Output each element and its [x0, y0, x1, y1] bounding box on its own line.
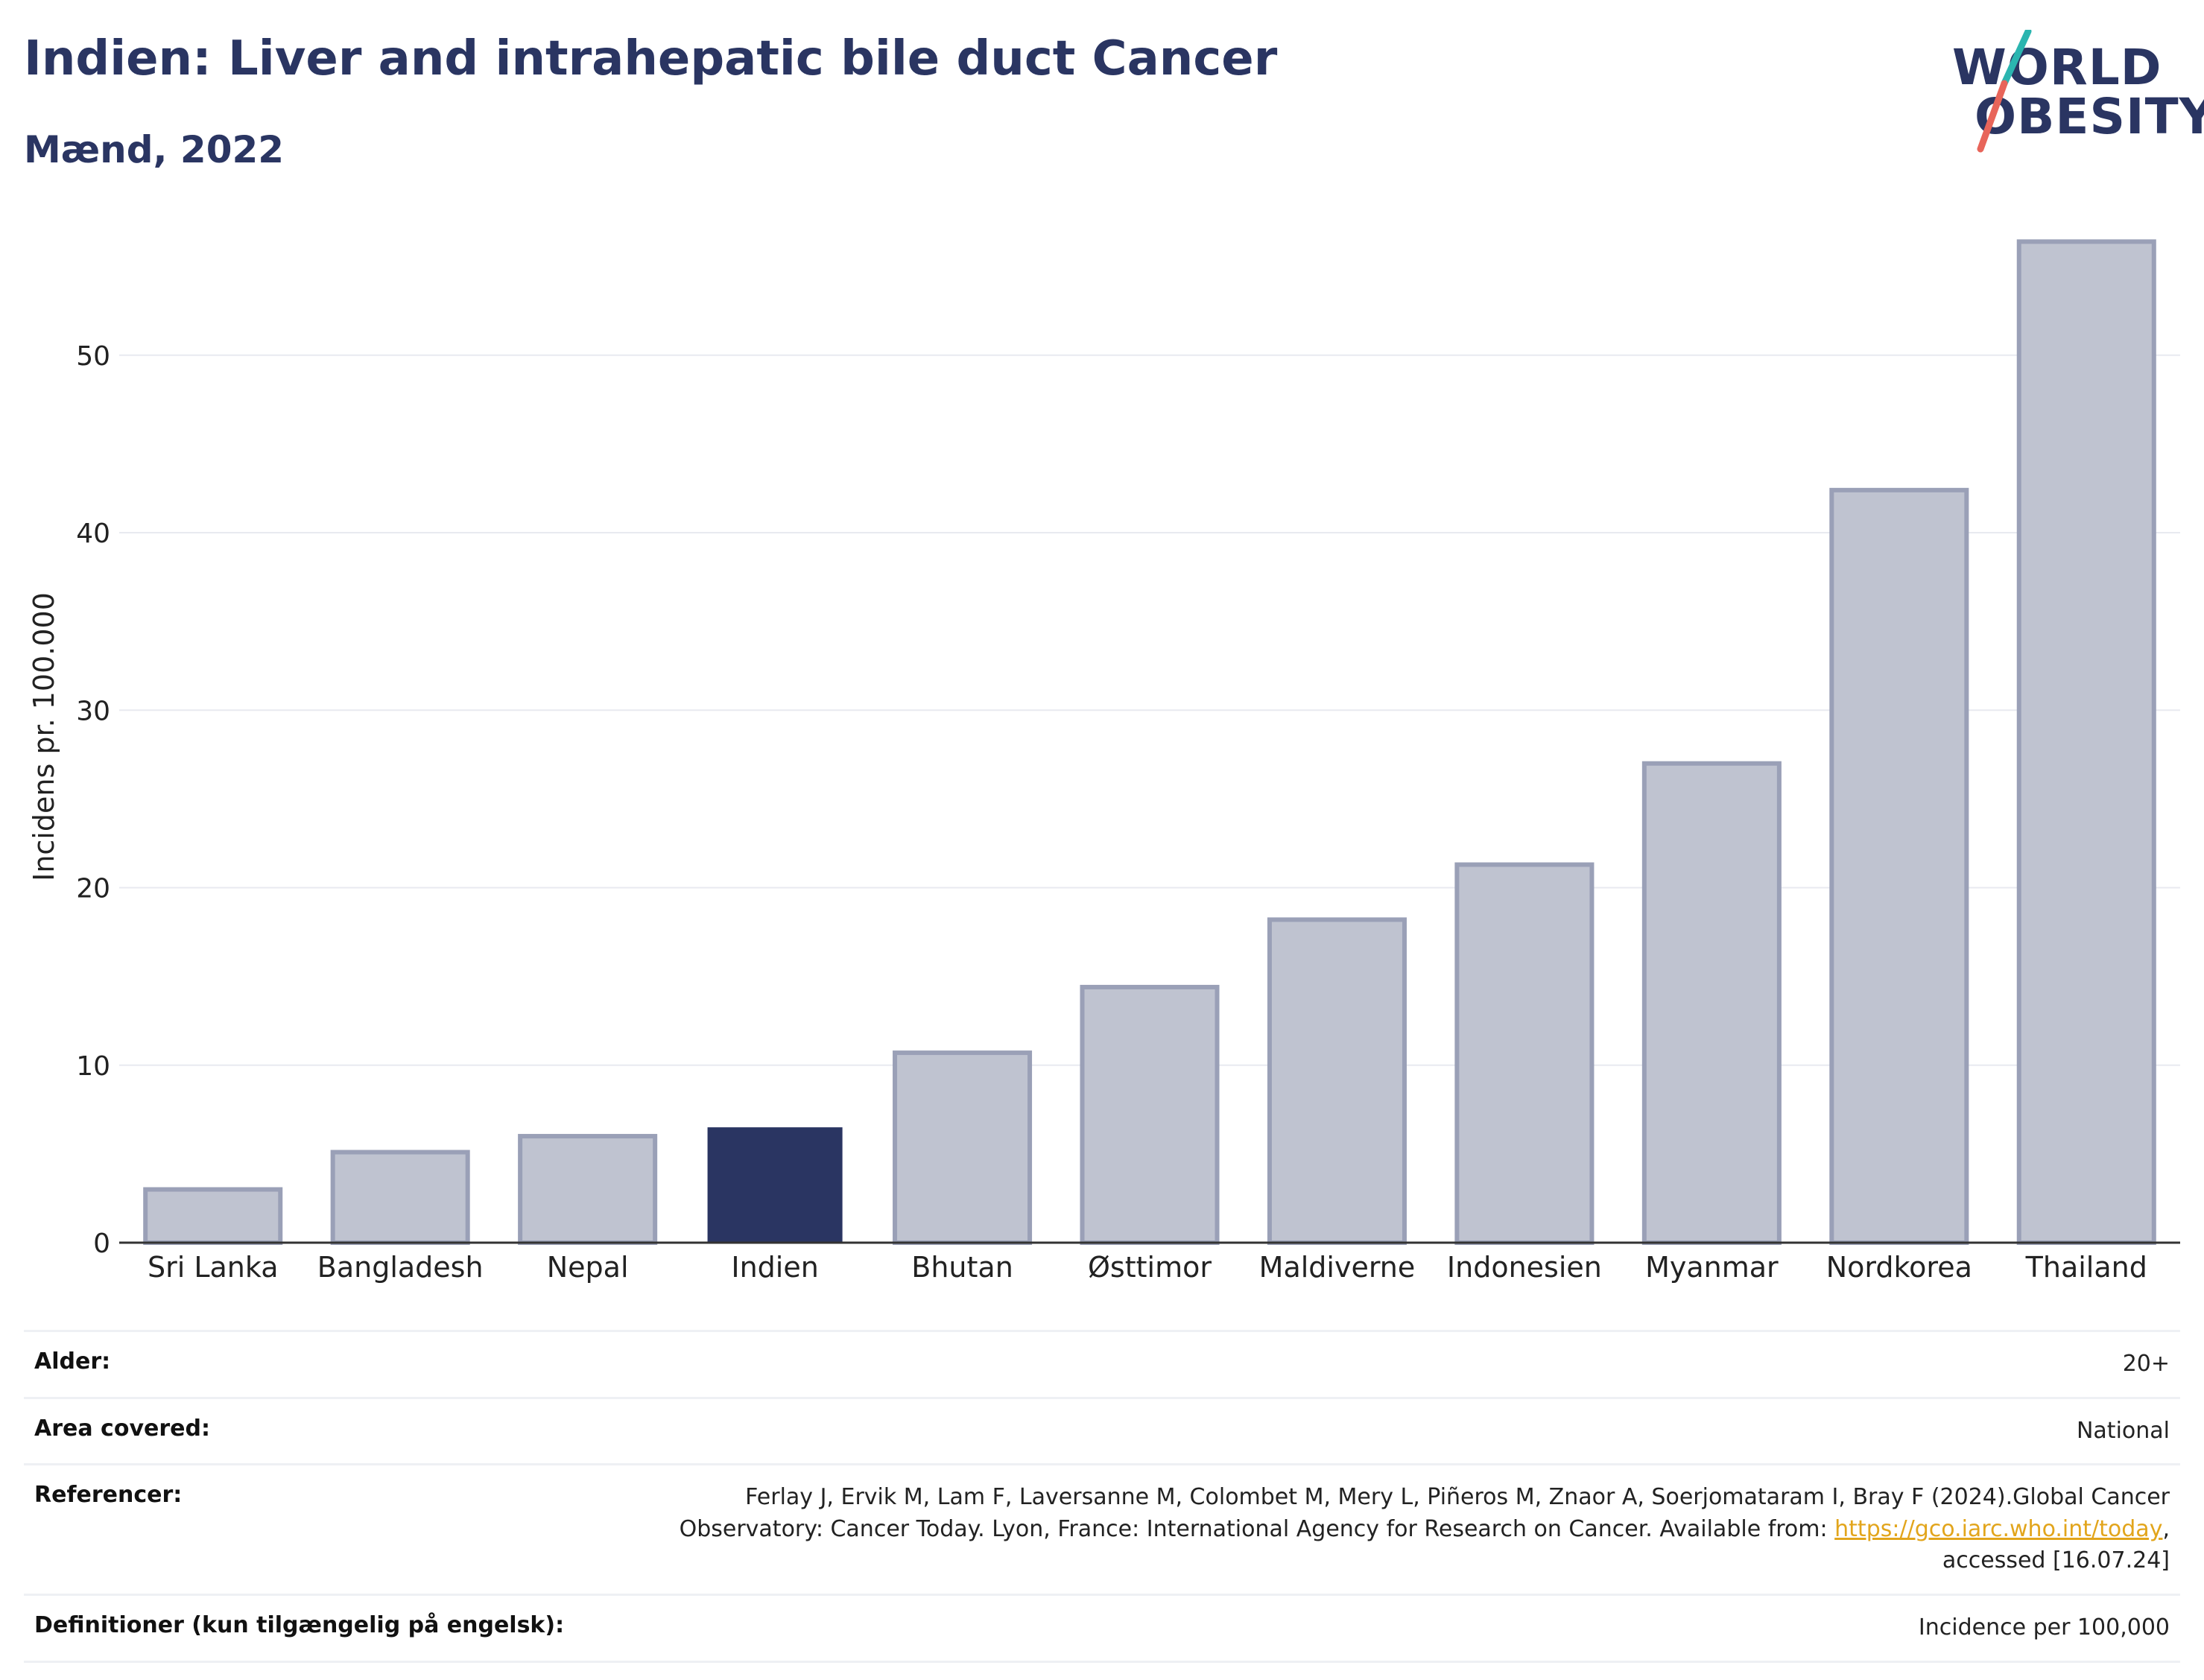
x-tick-label: Nordkorea: [1826, 1251, 1972, 1284]
x-tick-label: Myanmar: [1645, 1251, 1779, 1284]
bar-thailand: [2016, 239, 2156, 1246]
meta-value: National: [2076, 1417, 2170, 1444]
meta-label: Alder:: [34, 1348, 111, 1375]
bar-nordkorea: [1829, 487, 1969, 1245]
meta-label: Definitioner (kun tilgængelig på engelsk…: [34, 1611, 565, 1638]
metadata-table: Alder: 20+ Area covered: National Refere…: [24, 1330, 2180, 1663]
chart-subtitle: Mænd, 2022: [24, 128, 285, 171]
bar-nepal: [518, 1134, 658, 1245]
reference-line-3: accessed [16.07.24]: [1942, 1547, 2170, 1574]
meta-value: Incidence per 100,000: [1918, 1614, 2170, 1641]
x-tick-label: Sri Lanka: [148, 1251, 279, 1284]
y-tick-label: 40: [76, 519, 110, 549]
meta-row-definitions: Definitioner (kun tilgængelig på engelsk…: [24, 1593, 2180, 1663]
x-tick-label: Bangladesh: [317, 1251, 484, 1284]
y-tick-label: 50: [76, 341, 110, 372]
x-tick-label: Maldiverne: [1259, 1251, 1416, 1284]
x-tick-label: Bhutan: [911, 1251, 1013, 1284]
logo-line-1: WORLD: [1952, 39, 2162, 96]
y-tick-label: 0: [93, 1229, 110, 1259]
bar-bangladesh: [330, 1150, 470, 1246]
x-tick-label: Nepal: [547, 1251, 629, 1284]
meta-value: 20+: [2122, 1351, 2170, 1377]
meta-label: Referencer:: [34, 1482, 183, 1509]
reference-line-2-end: ,: [2162, 1515, 2170, 1542]
reference-line-2: Observatory: Cancer Today. Lyon, France:…: [679, 1515, 1835, 1542]
bar-indien: [707, 1127, 843, 1243]
x-tick-label: Thailand: [2025, 1251, 2147, 1284]
reference-line-1: Ferlay J, Ervik M, Lam F, Laversanne M, …: [745, 1484, 2170, 1511]
bar-sri-lanka: [143, 1187, 283, 1246]
meta-row-references: Referencer: Ferlay J, Ervik M, Lam F, La…: [24, 1463, 2180, 1594]
x-tick-label: Indonesien: [1447, 1251, 1602, 1284]
bar-chart: 0 10 20 30 40 50 Sri Lanka Bangladesh Nepal Indie…: [28, 239, 2180, 1284]
reference-link[interactable]: https://gco.iarc.who.int/today: [1834, 1515, 2163, 1542]
y-tick-label: 30: [76, 696, 110, 726]
bar-maldiverne: [1267, 917, 1407, 1245]
meta-row-age: Alder: 20+: [24, 1330, 2180, 1397]
logo-line-2: OBESITY: [1975, 88, 2204, 145]
y-tick-label: 20: [76, 874, 110, 904]
chart-title: Indien: Liver and intrahepatic bile duct…: [24, 31, 1278, 86]
bar-indonesien: [1454, 862, 1595, 1246]
bar-bhutan: [893, 1050, 1033, 1245]
bar-myanmar: [1641, 761, 1782, 1245]
meta-label: Area covered:: [34, 1415, 210, 1442]
x-tick-label: Indien: [731, 1251, 818, 1284]
x-tick-label: Østtimor: [1088, 1251, 1212, 1284]
y-tick-label: 10: [76, 1051, 110, 1082]
world-obesity-logo: WORLD OBESITY: [1943, 30, 2204, 156]
bar-østtimor: [1080, 984, 1220, 1245]
meta-row-area: Area covered: National: [24, 1396, 2180, 1464]
y-axis-title: Incidens pr. 100.000: [28, 592, 60, 881]
meta-value: Ferlay J, Ervik M, Lam F, Laversanne M, …: [680, 1482, 2170, 1577]
logo-slash-icon: [1977, 30, 2032, 153]
